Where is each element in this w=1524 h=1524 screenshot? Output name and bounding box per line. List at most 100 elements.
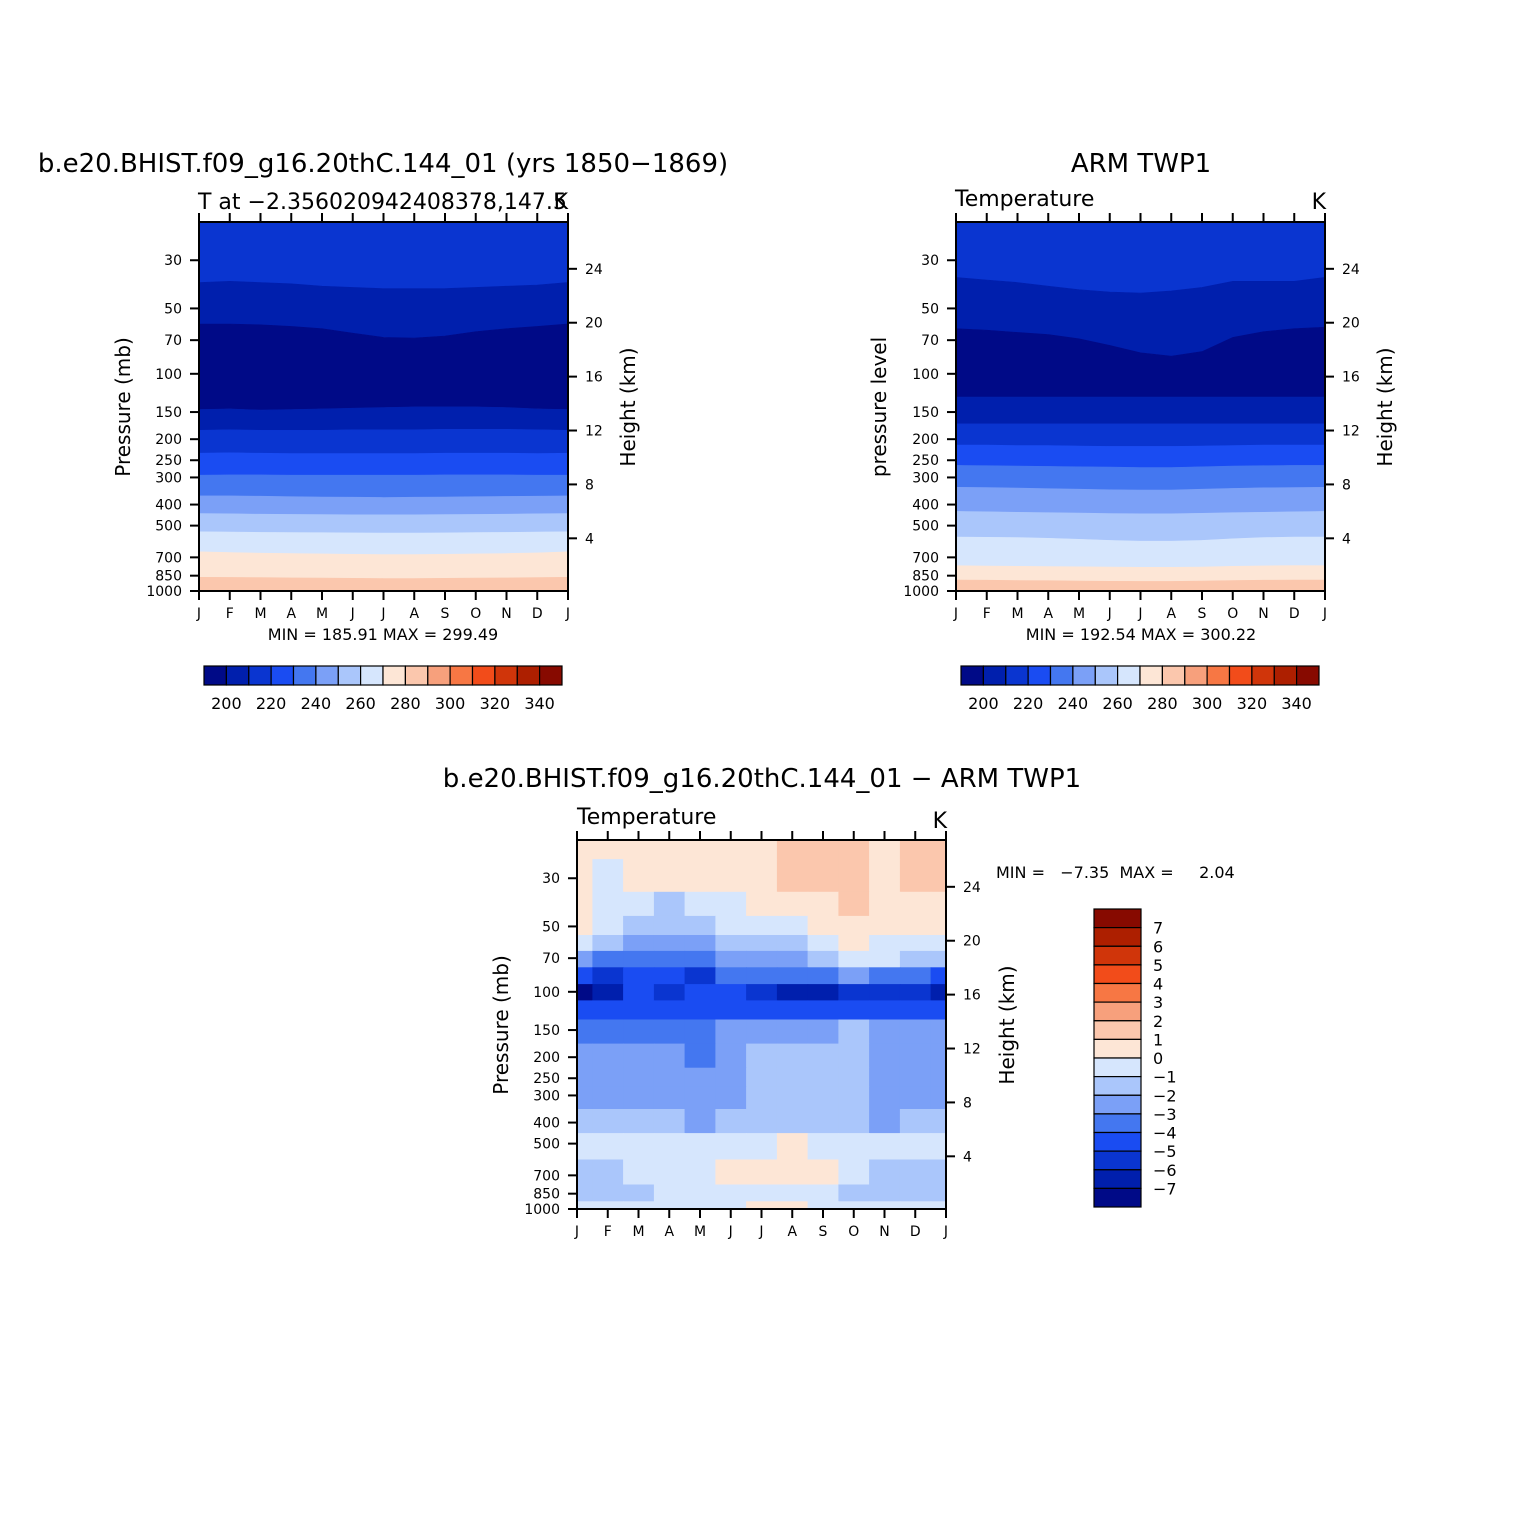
x-tick-label: A bbox=[664, 1224, 674, 1240]
contour-cell bbox=[869, 950, 901, 968]
obs-panel: ARM TWP1 Temperature K pressure level He… bbox=[867, 149, 1397, 713]
contour-cell bbox=[746, 859, 778, 893]
contour-cell bbox=[577, 840, 593, 860]
panel-units: K bbox=[554, 190, 569, 215]
y-tick-label: 400 bbox=[533, 1116, 560, 1132]
contour-cell bbox=[746, 967, 778, 985]
contour-cell bbox=[684, 1159, 716, 1186]
x-tick-label: M bbox=[694, 1224, 706, 1240]
y-tick-label: 400 bbox=[155, 498, 182, 514]
colorbar-label: 300 bbox=[1192, 694, 1223, 713]
contour-cell bbox=[869, 984, 901, 1001]
contour-cell bbox=[746, 840, 778, 860]
contour-cell bbox=[899, 1019, 932, 1045]
contour-band bbox=[955, 444, 1326, 468]
contour-cell bbox=[684, 859, 716, 893]
contour-cell bbox=[899, 1043, 932, 1069]
colorbar-label: −4 bbox=[1153, 1124, 1177, 1143]
colorbar: 200 220 240 260 280 300 320 340 bbox=[203, 665, 563, 713]
y-tick-label: 300 bbox=[912, 470, 939, 486]
y-tick-label: 50 bbox=[921, 301, 939, 317]
panel-units: K bbox=[1312, 190, 1327, 215]
contour-cell bbox=[869, 967, 901, 985]
contour-cell bbox=[776, 967, 809, 985]
contour-cell bbox=[592, 1133, 624, 1161]
colorbar-label: −5 bbox=[1153, 1142, 1177, 1161]
colorbar-box bbox=[1027, 665, 1052, 686]
contour-cell bbox=[577, 1184, 593, 1202]
min-max-stats: MIN = −7.35 MAX = 2.04 bbox=[996, 863, 1235, 882]
height-tick-label: 12 bbox=[585, 424, 603, 440]
contour-cell bbox=[807, 840, 839, 860]
colorbar-box bbox=[1093, 1169, 1142, 1190]
y-tick-label: 150 bbox=[533, 1023, 560, 1039]
contour-cell bbox=[577, 891, 593, 917]
contour-cell bbox=[838, 935, 870, 952]
y-tick-label: 850 bbox=[155, 569, 182, 585]
colorbar-box bbox=[1049, 665, 1074, 686]
x-tick-label: D bbox=[532, 606, 543, 622]
colorbar-label: 0 bbox=[1153, 1049, 1163, 1068]
height-tick-label: 8 bbox=[1342, 477, 1351, 493]
contour-cell bbox=[899, 840, 932, 860]
colorbar-box bbox=[1139, 665, 1163, 686]
colorbar-label: 260 bbox=[345, 694, 376, 713]
x-tick-label: A bbox=[1043, 606, 1053, 622]
contour-cell bbox=[869, 915, 901, 936]
contour-cell bbox=[715, 915, 747, 936]
contour-cell bbox=[623, 1086, 655, 1110]
colorbar-label: 300 bbox=[435, 694, 466, 713]
contour-cell bbox=[577, 915, 593, 936]
contour-cell bbox=[776, 840, 809, 860]
contour-cell bbox=[746, 915, 778, 936]
colorbar-box bbox=[1093, 908, 1142, 929]
colorbar-box bbox=[382, 665, 406, 686]
contour-band bbox=[198, 576, 569, 592]
height-tick-label: 8 bbox=[963, 1095, 972, 1111]
height-tick-label: 4 bbox=[585, 531, 594, 547]
x-tick-label: M bbox=[1073, 606, 1085, 622]
colorbar-box bbox=[1161, 665, 1186, 686]
height-tick-label: 16 bbox=[585, 370, 603, 386]
colorbar-label: 280 bbox=[1147, 694, 1178, 713]
y-tick-label: 700 bbox=[912, 550, 939, 566]
contour-cell bbox=[899, 859, 932, 893]
contour-cell bbox=[746, 935, 778, 952]
contour-cell bbox=[746, 950, 778, 968]
panel-subtitle: T at −2.356020942408378,147.5 bbox=[197, 190, 567, 215]
contour-cell bbox=[653, 1086, 686, 1110]
panel-title: ARM TWP1 bbox=[1071, 149, 1211, 179]
contour-cell bbox=[869, 1109, 901, 1134]
y-axis-title-left: Pressure (mb) bbox=[111, 337, 135, 477]
contour-cell bbox=[592, 1000, 624, 1021]
colorbar-box bbox=[1093, 1187, 1142, 1208]
contour-cell bbox=[838, 967, 870, 985]
contour-cell bbox=[653, 967, 686, 985]
height-tick-label: 24 bbox=[585, 262, 603, 278]
contour-cell bbox=[838, 1067, 870, 1088]
y-tick-label: 400 bbox=[912, 498, 939, 514]
colorbar-box bbox=[1093, 1113, 1142, 1134]
y-tick-label: 700 bbox=[533, 1168, 560, 1184]
contour-band bbox=[198, 551, 569, 579]
contour-cell bbox=[899, 1159, 932, 1186]
colorbar-label: −7 bbox=[1153, 1179, 1177, 1198]
x-tick-label: J bbox=[943, 1224, 948, 1240]
panel-subtitle: Temperature bbox=[576, 805, 716, 830]
colorbar-label: 5 bbox=[1153, 956, 1163, 975]
contour-cell bbox=[869, 1067, 901, 1088]
contour-cell bbox=[684, 1109, 716, 1134]
contour-cell bbox=[869, 1201, 901, 1210]
x-tick-label: D bbox=[910, 1224, 921, 1240]
contour-cell bbox=[592, 859, 624, 893]
contour-cell bbox=[592, 891, 624, 917]
contour-cell bbox=[838, 1000, 870, 1021]
colorbar-box bbox=[292, 665, 317, 686]
contour-cell bbox=[715, 1019, 747, 1045]
contour-cell bbox=[684, 1043, 716, 1069]
contour-cell bbox=[930, 1184, 947, 1202]
contour-cell bbox=[930, 967, 947, 985]
y-tick-label: 250 bbox=[912, 453, 939, 469]
contour-cell bbox=[930, 950, 947, 968]
